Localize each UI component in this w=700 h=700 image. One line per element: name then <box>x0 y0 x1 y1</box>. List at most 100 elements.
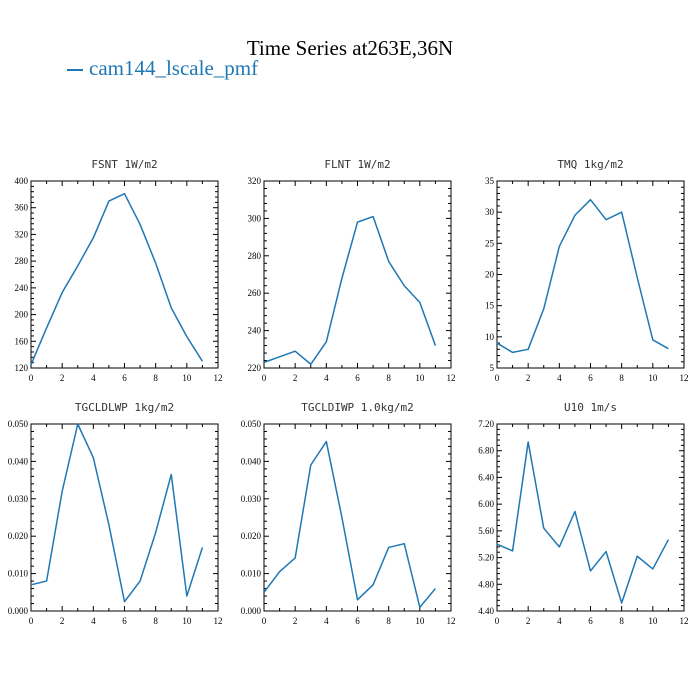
x-tick-label: 12 <box>447 616 456 626</box>
panel-title: FLNT 1W/m2 <box>324 158 390 171</box>
x-tick-label: 10 <box>182 616 192 626</box>
legend-label: cam144_lscale_pmf <box>89 56 259 80</box>
plot-frame <box>496 180 685 369</box>
plot-frame <box>30 423 219 612</box>
x-tick-label: 2 <box>526 616 531 626</box>
x-tick-label: 6 <box>122 616 127 626</box>
y-tick-label: 160 <box>15 336 29 346</box>
figure-title: Time Series at263E,36N <box>246 36 454 60</box>
y-tick-label: 240 <box>15 283 29 293</box>
series-line <box>30 423 204 603</box>
y-tick-label: 300 <box>248 213 262 223</box>
x-tick-label: 8 <box>619 373 624 383</box>
y-tick-label: 240 <box>248 326 262 336</box>
plot-frame <box>496 423 685 612</box>
y-tick-label: 0.020 <box>241 531 262 541</box>
panel-title: U10 1m/s <box>564 401 617 414</box>
x-tick-label: 4 <box>557 373 562 383</box>
y-tick-label: 5.60 <box>478 526 494 536</box>
y-tick-label: 4.40 <box>478 606 494 616</box>
x-tick-label: 10 <box>415 616 425 626</box>
x-tick-label: 2 <box>60 373 65 383</box>
series-line <box>263 215 437 366</box>
panel-title: FSNT 1W/m2 <box>91 158 157 171</box>
x-tick-label: 6 <box>588 616 593 626</box>
x-tick-label: 4 <box>324 373 329 383</box>
y-tick-label: 280 <box>248 251 262 261</box>
y-tick-label: 6.80 <box>478 446 494 456</box>
series-line <box>496 198 669 354</box>
x-tick-label: 12 <box>214 373 223 383</box>
y-tick-label: 320 <box>248 176 262 186</box>
x-tick-label: 8 <box>619 616 624 626</box>
panel-title: TGCLDLWP 1kg/m2 <box>75 401 174 414</box>
y-tick-label: 6.40 <box>478 472 494 482</box>
plot-frame <box>263 180 452 369</box>
y-tick-label: 0.010 <box>241 569 262 579</box>
y-tick-label: 15 <box>485 301 495 311</box>
x-tick-label: 0 <box>29 616 34 626</box>
y-tick-label: 0.010 <box>8 569 29 579</box>
y-tick-label: 260 <box>248 288 262 298</box>
panel-title: TMQ 1kg/m2 <box>557 158 623 171</box>
y-tick-label: 400 <box>15 176 29 186</box>
y-tick-label: 6.00 <box>478 499 494 509</box>
panel-5: TGCLDIWP 1.0kg/m2 0 2 4 6 8 10 12 0.000 0.010 0.02… <box>241 401 456 626</box>
x-tick-label: 0 <box>495 373 500 383</box>
x-tick-label: 8 <box>153 373 158 383</box>
y-tick-label: 30 <box>485 207 495 217</box>
y-tick-label: 0.050 <box>241 419 262 429</box>
x-tick-label: 12 <box>680 616 689 626</box>
x-tick-label: 10 <box>182 373 192 383</box>
panel-4: TGCLDLWP 1kg/m2 0 2 4 6 8 10 12 0.000 0.010 0.020 0… <box>8 401 223 626</box>
y-tick-label: 0.000 <box>8 606 29 616</box>
x-tick-label: 8 <box>386 373 391 383</box>
legend-swatch <box>67 69 83 72</box>
x-tick-label: 8 <box>386 616 391 626</box>
panel-2: FLNT 1W/m2 0 2 4 6 8 10 12 220 240 260 280 300 320 <box>248 158 456 383</box>
x-tick-label: 4 <box>557 616 562 626</box>
panel-6: U10 1m/s 0 2 4 6 8 10 12 4.40 4.80 5.20 5.60 6.00 6.4… <box>478 401 688 626</box>
x-tick-label: 12 <box>447 373 456 383</box>
x-tick-label: 10 <box>648 373 658 383</box>
x-tick-label: 0 <box>262 616 267 626</box>
panel-1: FSNT 1W/m2 0 2 4 6 8 10 12 120 160 200 240 280 320 360… <box>15 158 223 383</box>
series-line <box>263 440 436 609</box>
y-tick-label: 0.040 <box>241 456 262 466</box>
y-tick-label: 0.020 <box>8 531 29 541</box>
y-tick-label: 360 <box>15 203 29 213</box>
x-tick-label: 2 <box>293 373 298 383</box>
y-tick-label: 0.000 <box>241 606 262 616</box>
x-tick-label: 6 <box>355 373 360 383</box>
x-tick-label: 6 <box>588 373 593 383</box>
y-tick-label: 320 <box>15 229 29 239</box>
x-tick-label: 0 <box>262 373 267 383</box>
x-tick-label: 4 <box>91 373 96 383</box>
series-line <box>496 441 670 604</box>
x-tick-label: 2 <box>60 616 65 626</box>
series-line <box>30 192 204 365</box>
panel-3: TMQ 1kg/m2 0 2 4 6 8 10 12 5 10 15 20 25 30 35 <box>485 158 689 383</box>
x-tick-label: 0 <box>29 373 34 383</box>
panel-title: TGCLDIWP 1.0kg/m2 <box>301 401 414 414</box>
x-tick-label: 6 <box>122 373 127 383</box>
y-tick-label: 4.80 <box>478 579 494 589</box>
x-tick-label: 12 <box>214 616 223 626</box>
y-tick-label: 35 <box>485 176 495 186</box>
x-tick-label: 6 <box>355 616 360 626</box>
x-tick-label: 10 <box>648 616 658 626</box>
legend: cam144_lscale_pmf <box>67 56 258 81</box>
y-tick-label: 25 <box>485 238 495 248</box>
y-tick-label: 0.030 <box>8 494 29 504</box>
x-tick-label: 4 <box>91 616 96 626</box>
x-tick-label: 12 <box>680 373 689 383</box>
y-tick-label: 0.050 <box>8 419 29 429</box>
x-tick-label: 10 <box>415 373 425 383</box>
y-tick-label: 200 <box>15 310 29 320</box>
x-tick-label: 2 <box>526 373 531 383</box>
x-tick-label: 8 <box>153 616 158 626</box>
x-tick-label: 4 <box>324 616 329 626</box>
plot-frame <box>30 180 219 369</box>
